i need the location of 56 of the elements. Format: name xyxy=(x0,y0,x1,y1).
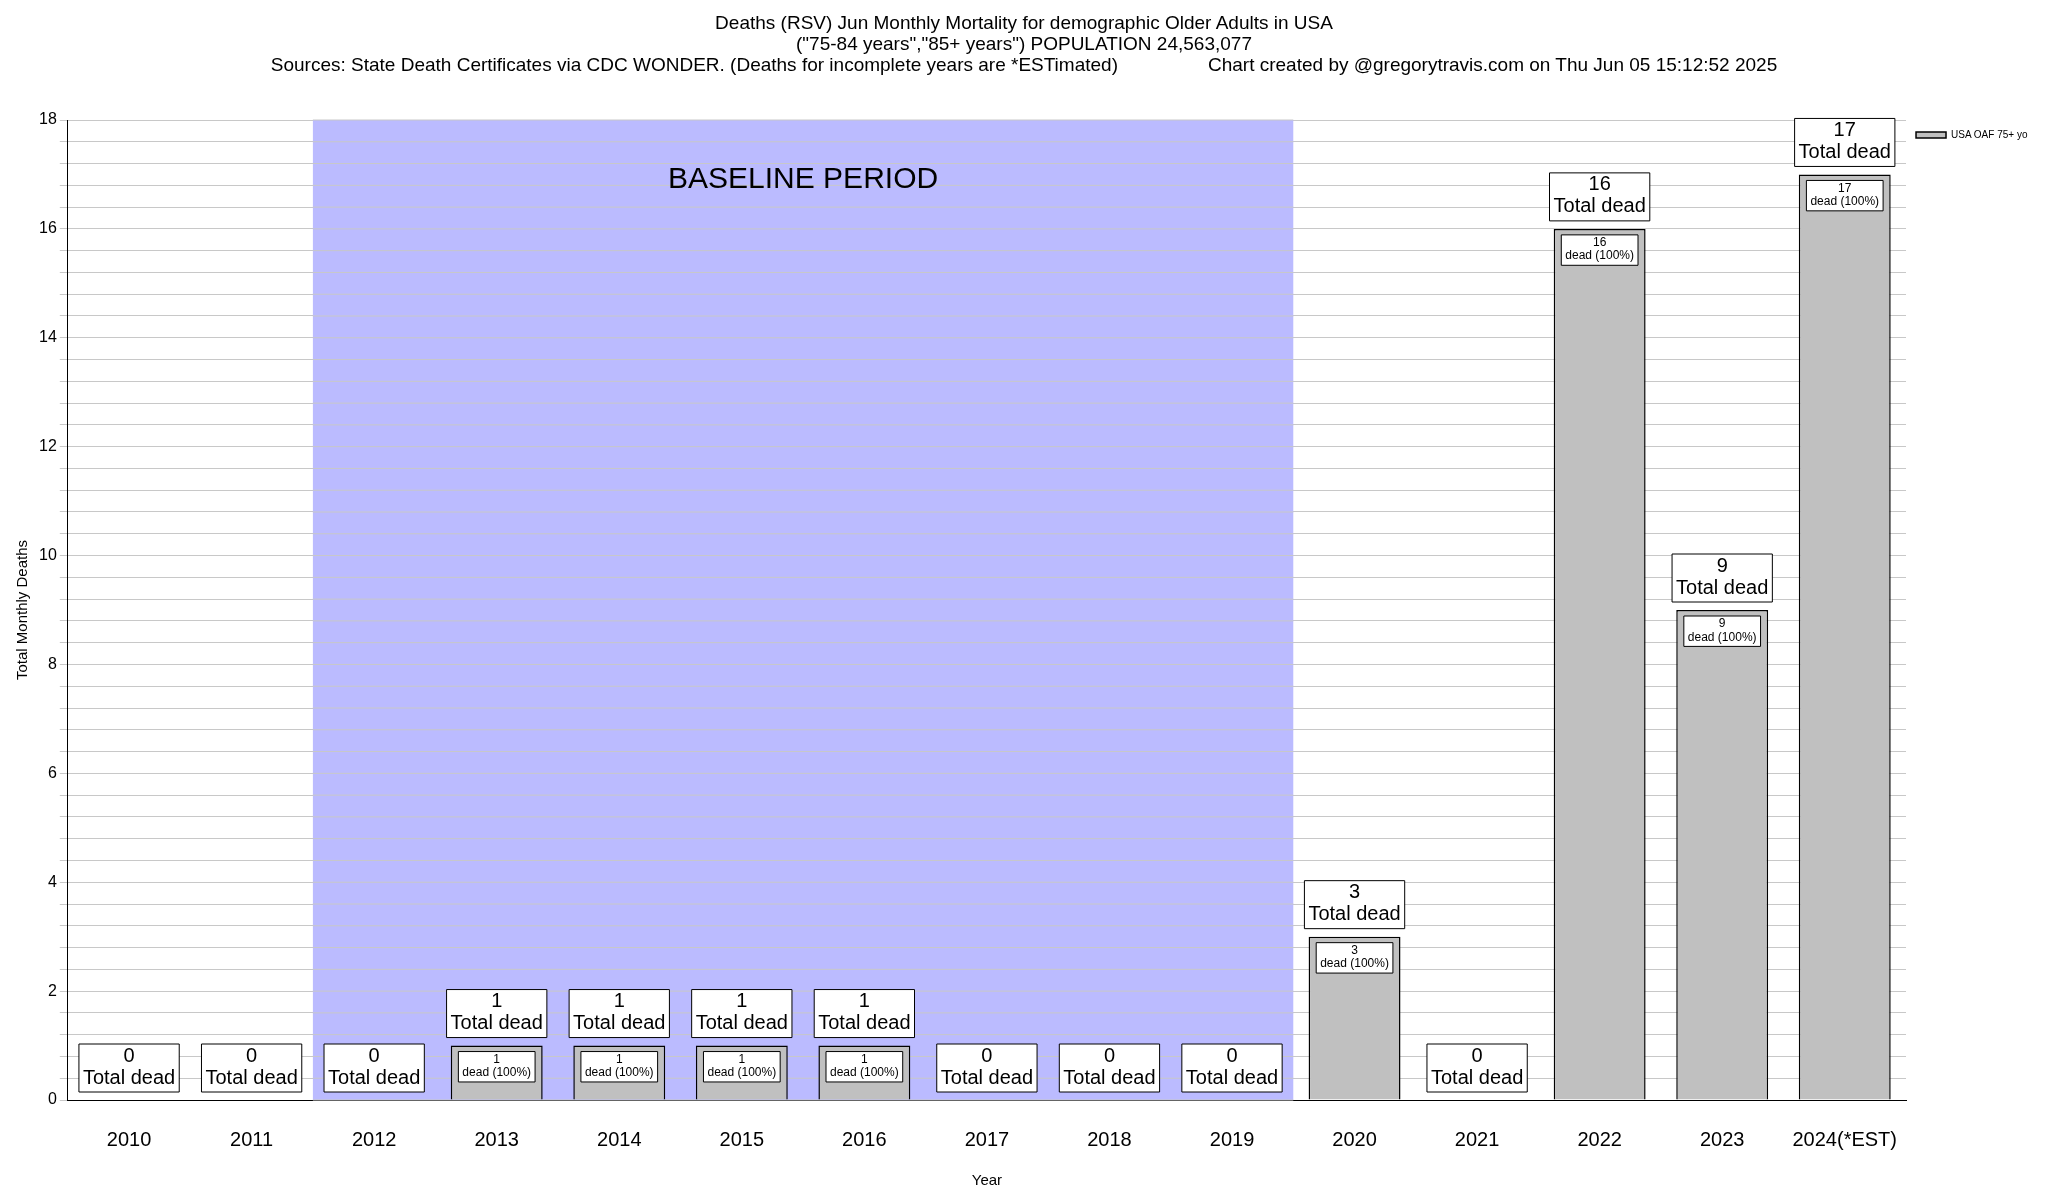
total-label: 0 Total dead xyxy=(1185,1043,1279,1088)
x-tick-label: 2017 xyxy=(964,1127,1010,1150)
source-note: Sources: State Death Certificates via CDC WONDER. (Deaths for incomplete years are *ESTimated) xyxy=(270,54,1118,75)
total-label: 17 Total dead xyxy=(1798,117,1891,162)
data-label: 3 dead (100%) xyxy=(1320,942,1389,971)
x-tick-label: 2012 xyxy=(351,1127,397,1150)
y-tick-label: 2 xyxy=(47,981,57,999)
total-label: 0 Total dead xyxy=(82,1043,176,1088)
x-tick-label: 2010 xyxy=(106,1127,152,1150)
x-tick-label: 2013 xyxy=(474,1127,519,1150)
data-label: 1 dead (100%) xyxy=(462,1051,532,1080)
text: Chart created by @gregorytravis.com on Thu Jun 05 15:12:52 2025 xyxy=(1207,54,1778,75)
x-tick-label: 2019 xyxy=(1209,1127,1255,1150)
y-tick-label: 4 xyxy=(47,872,57,890)
total-label: 0 Total dead xyxy=(940,1043,1034,1088)
chart-title: Deaths (RSV) Jun Monthly Mortality for demographic Older Adults in USA xyxy=(714,12,1334,33)
x-tick-label: 2021 xyxy=(1454,1127,1500,1150)
total-label: 0 Total dead xyxy=(1063,1043,1156,1088)
band-label: BASELINE PERIOD xyxy=(668,161,939,195)
total-label: 1 Total dead xyxy=(695,989,788,1034)
y-tick-label: 10 xyxy=(39,545,57,563)
x-tick-label: 2011 xyxy=(230,1127,274,1150)
total-label: 0 Total dead xyxy=(1430,1043,1524,1088)
data-label: 1 dead (100%) xyxy=(707,1051,777,1080)
x-tick-label: 2022 xyxy=(1577,1127,1622,1150)
y-tick-label: 14 xyxy=(39,328,57,346)
x-tick-label: 2024(*EST) xyxy=(1792,1127,1897,1150)
x-tick-label: 2014 xyxy=(597,1127,642,1150)
data-label: 16 dead (100%) xyxy=(1565,235,1635,263)
y-tick-label: 16 xyxy=(39,219,57,237)
total-label: 16 Total dead xyxy=(1553,172,1646,217)
total-label: 1 Total dead xyxy=(818,989,911,1034)
chart-subtitle: ("75-84 years","85+ years") POPULATION 24,563,077 xyxy=(795,33,1253,54)
total-label: 0 Total dead xyxy=(328,1043,421,1088)
data-label: 17 dead (100%) xyxy=(1810,180,1880,208)
y-tick-label: 0 xyxy=(47,1090,57,1108)
x-axis-title: Year xyxy=(971,1171,1003,1189)
y-tick-label: 18 xyxy=(39,110,57,128)
data-label: 9 dead (100%) xyxy=(1687,616,1757,644)
total-label: 0 Total dead xyxy=(205,1043,298,1088)
total-label: 1 Total dead xyxy=(450,989,543,1034)
y-tick-label: 6 xyxy=(47,763,57,781)
x-tick-label: 2023 xyxy=(1699,1127,1745,1150)
total-label: 3 Total dead xyxy=(1308,880,1401,925)
data-label: 1 dead (100%) xyxy=(830,1051,899,1080)
x-tick-label: 2020 xyxy=(1332,1127,1377,1150)
total-label: 1 Total dead xyxy=(573,989,666,1034)
x-tick-label: 2016 xyxy=(842,1127,887,1150)
legend-label: USA OAF 75+ yo xyxy=(1951,128,2028,140)
y-axis-title: Total Monthly Deaths xyxy=(13,539,31,681)
y-tick-label: 8 xyxy=(47,654,57,672)
x-tick-label: 2015 xyxy=(719,1127,765,1150)
data-label: 1 dead (100%) xyxy=(584,1051,654,1080)
total-label: 9 Total dead xyxy=(1676,553,1769,598)
x-tick-label: 2018 xyxy=(1087,1127,1132,1150)
y-tick-label: 12 xyxy=(39,437,57,455)
